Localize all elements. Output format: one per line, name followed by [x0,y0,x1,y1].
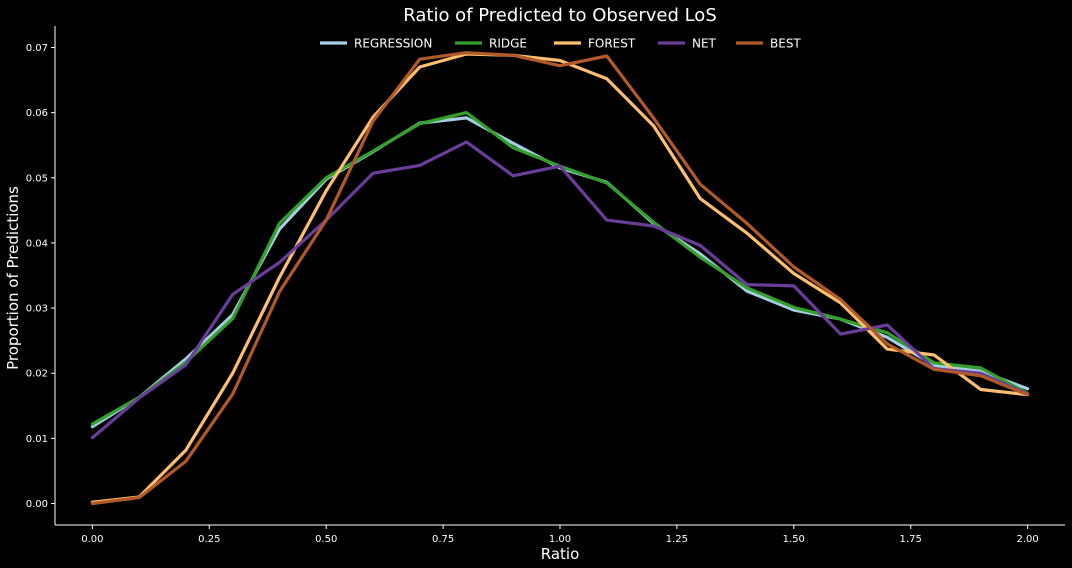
x-tick-label: 0.25 [198,534,220,545]
legend-label-net: NET [692,37,717,51]
x-tick-label: 0.00 [81,534,103,545]
legend-label-forest: FOREST [588,37,636,51]
x-tick-label: 1.00 [549,534,571,545]
x-tick-label: 1.75 [900,534,922,545]
series-line-regression [90,116,1030,429]
y-tick-label: 0.00 [26,499,48,510]
x-tick-label: 0.75 [432,534,454,545]
y-tick-label: 0.05 [26,173,48,184]
x-tick-label: 2.00 [1016,534,1038,545]
y-ticks: 0.00 0.01 0.02 0.03 0.04 0.05 0.06 0.07 [26,43,55,510]
x-tick-label: 1.50 [783,534,805,545]
y-tick-label: 0.03 [26,304,48,315]
y-tick-label: 0.02 [26,369,48,380]
x-tick-label: 0.50 [315,534,337,545]
x-ticks: 0.00 0.25 0.50 0.75 1.00 1.25 1.50 1.75 2.00 [81,525,1039,545]
x-tick-label: 1.25 [666,534,688,545]
y-tick-label: 0.01 [26,434,48,445]
y-tick-label: 0.07 [26,43,48,54]
legend-label-regression: REGRESSION [354,37,432,51]
y-tick-label: 0.04 [26,238,48,249]
series-line-forest [90,52,1030,504]
chart-title: Ratio of Predicted to Observed LoS [403,5,717,26]
legend: REGRESSION RIDGE FOREST NET BEST [320,37,801,51]
legend-label-ridge: RIDGE [489,37,527,51]
series-lines [90,51,1030,506]
x-axis-title: Ratio [541,545,580,563]
legend-label-best: BEST [770,37,801,51]
series-line-best [90,51,1030,506]
y-tick-label: 0.06 [26,108,48,119]
axes [54,26,1065,526]
series-line-ridge [90,110,1030,426]
y-axis-title: Proportion of Predictions [4,186,22,370]
